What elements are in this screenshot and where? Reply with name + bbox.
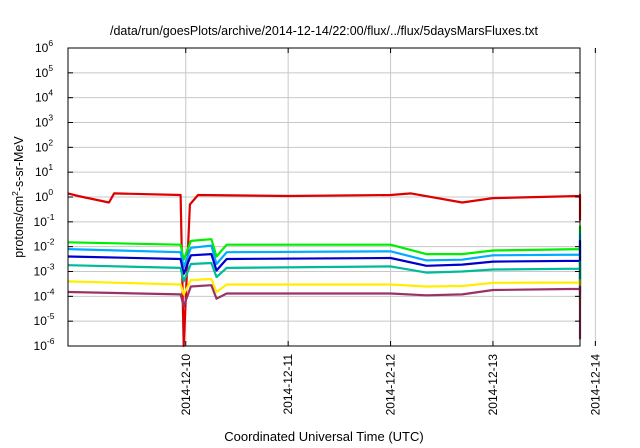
y-tick-exponent: 6 — [48, 38, 53, 48]
y-tick-exponent: -4 — [47, 286, 55, 296]
x-axis: 2014-12-10 2014-12-11 2014-12-12 2014-12-13… — [179, 48, 602, 416]
y-tick-base: 10 — [35, 190, 49, 204]
y-tick-base: 10 — [34, 339, 48, 353]
y-tick-label: 103 — [35, 113, 53, 130]
y-tick-exponent: -1 — [47, 212, 55, 222]
y-tick-label: 104 — [35, 88, 53, 105]
y-tick-label: 105 — [35, 63, 53, 80]
y-tick-exponent: -2 — [47, 237, 55, 247]
chart-title: /data/run/goesPlots/archive/2014-12-14/2… — [110, 24, 539, 38]
y-tick-exponent: 1 — [48, 162, 53, 172]
y-tick-base: 10 — [35, 41, 49, 55]
series-layer — [67, 192, 582, 348]
y-tick-label: 10-1 — [34, 212, 55, 229]
y-axis-label-sup: 2 — [10, 191, 20, 196]
y-tick-base: 10 — [35, 140, 49, 154]
y-tick-exponent: 0 — [48, 187, 53, 197]
y-tick-exponent: 4 — [48, 88, 53, 98]
y-tick-base: 10 — [35, 116, 49, 130]
x-tick-label: 2014-12-13 — [486, 354, 500, 416]
y-tick-label: 100 — [35, 187, 53, 204]
y-axis-label-suffix: -s-sr-MeV — [12, 136, 26, 192]
y-tick-exponent: 3 — [48, 113, 53, 123]
y-tick-base: 10 — [34, 314, 48, 328]
y-tick-exponent: -6 — [47, 336, 55, 346]
x-tick-label: 2014-12-12 — [384, 354, 398, 416]
y-tick-base: 10 — [35, 165, 49, 179]
x-tick-label: 2014-12-14 — [588, 354, 602, 416]
x-tick-label: 2014-12-10 — [179, 354, 193, 416]
y-tick-base: 10 — [34, 215, 48, 229]
y-tick-label: 10-3 — [34, 262, 55, 279]
y-tick-label: 101 — [35, 162, 53, 179]
y-tick-base: 10 — [35, 66, 49, 80]
y-tick-base: 10 — [34, 265, 48, 279]
y-tick-exponent: 5 — [48, 63, 53, 73]
y-tick-exponent: -5 — [47, 311, 55, 321]
y-tick-exponent: -3 — [47, 262, 55, 272]
y-tick-label: 10-4 — [34, 286, 55, 303]
y-tick-base: 10 — [34, 289, 48, 303]
x-tick-label: 2014-12-11 — [281, 354, 295, 415]
y-tick-label: 10-5 — [34, 311, 55, 328]
series-line-7 — [67, 284, 582, 340]
y-tick-label: 106 — [35, 38, 53, 55]
y-tick-label: 10-2 — [34, 237, 55, 254]
y-axis: 10-610-510-410-310-210-11001011021031041… — [34, 38, 580, 353]
y-axis-label: protons/cm2-s-sr-MeV — [10, 136, 26, 258]
y-axis-label-prefix: protons/cm — [12, 196, 26, 258]
x-axis-label: Coordinated Universal Time (UTC) — [224, 429, 423, 444]
y-tick-label: 102 — [35, 137, 53, 154]
y-tick-base: 10 — [35, 91, 49, 105]
y-tick-label: 10-6 — [34, 336, 55, 353]
y-tick-base: 10 — [34, 240, 48, 254]
y-tick-exponent: 2 — [48, 137, 53, 147]
